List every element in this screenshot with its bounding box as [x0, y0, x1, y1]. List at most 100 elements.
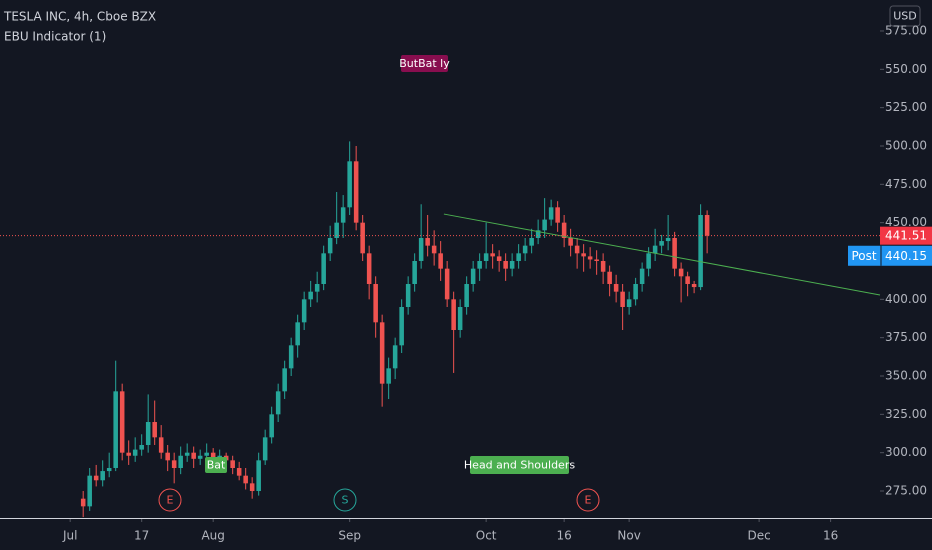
candle-body [295, 322, 300, 346]
candle-body [249, 483, 255, 492]
trendline [443, 213, 881, 296]
candle-body [152, 422, 157, 438]
candle-body [392, 345, 398, 369]
candle-body [438, 253, 443, 269]
pattern-label: Head and Shoulders [464, 459, 575, 472]
candle-body [542, 219, 547, 231]
candle-body [665, 237, 671, 242]
symbol-title: TESLA INC, 4h, Cboe BZX [3, 10, 156, 24]
y-tick-label: 375.00 [885, 330, 927, 344]
candle-body [672, 237, 677, 269]
x-tick-label: 17 [134, 529, 149, 543]
candle-body [646, 253, 651, 269]
candle-body [171, 460, 177, 469]
pattern-label: ButBat ly [399, 57, 450, 70]
candle-body [269, 414, 274, 438]
pattern-label-bg [401, 55, 448, 72]
earnings-event[interactable] [158, 488, 182, 512]
last-price-tag [880, 226, 932, 245]
candle-body [314, 283, 320, 292]
candle-body [373, 283, 378, 323]
event-letter[interactable]: E [585, 494, 592, 507]
candle-body [321, 253, 326, 284]
candle-body [379, 322, 385, 384]
candle-body [678, 268, 684, 277]
pattern-label-bg [470, 456, 569, 474]
candle-body [587, 256, 593, 260]
x-tick-label: Jul [62, 529, 77, 543]
candle-body [620, 291, 625, 307]
candle-body [418, 237, 424, 261]
earnings-event[interactable] [576, 488, 600, 512]
candle-body [470, 268, 476, 284]
x-tick-label: Sep [338, 529, 361, 543]
candle-body [178, 455, 183, 469]
candle-body [691, 283, 697, 288]
x-tick-label: Dec [747, 529, 770, 543]
x-tick-label: Oct [476, 529, 497, 543]
candle-body [457, 306, 463, 330]
candle-body [633, 283, 638, 300]
candle-body [555, 207, 560, 223]
candle-body [399, 306, 404, 346]
candle-body [119, 391, 125, 453]
candle-body [561, 222, 567, 238]
candle-body [243, 475, 248, 484]
candle-body [594, 259, 599, 261]
x-tick-label: 16 [823, 529, 838, 543]
candle-body [425, 237, 430, 246]
candle-body [386, 368, 391, 384]
candle-body [503, 260, 508, 269]
post-price-tag [848, 245, 932, 266]
split-event[interactable] [333, 488, 357, 512]
x-tick-label: Aug [201, 529, 224, 543]
candle-body [685, 276, 690, 284]
candle-body [444, 268, 450, 300]
candle-body [126, 452, 131, 456]
candle-body [464, 283, 469, 307]
candle-body [509, 260, 515, 269]
y-tick-label: 500.00 [885, 138, 927, 152]
candle-body [145, 422, 151, 446]
candle-body [613, 283, 619, 292]
candle-body [93, 475, 99, 481]
candle-body [347, 161, 352, 208]
candle-body [477, 260, 482, 269]
candle-body [165, 452, 170, 461]
currency-box[interactable] [889, 5, 921, 27]
candle-body [256, 460, 261, 492]
candle-body [405, 283, 411, 307]
candle-body [158, 437, 164, 453]
y-tick-label: 300.00 [885, 445, 927, 459]
candle-body [451, 299, 456, 330]
candle-body [106, 468, 112, 472]
candle-body [340, 207, 346, 223]
candle-body [288, 345, 294, 369]
candle-body [652, 245, 658, 254]
candle-body [431, 245, 437, 254]
candle-body [87, 475, 92, 507]
candle-body [132, 449, 138, 456]
candle-body [529, 237, 534, 246]
candle-body [100, 471, 105, 481]
last-price: 441.51 [885, 229, 927, 243]
candle-body [535, 230, 541, 238]
candle-body [704, 214, 710, 236]
candle-body [139, 445, 144, 450]
event-letter[interactable]: S [342, 494, 349, 507]
candle-body [496, 256, 502, 261]
event-letter[interactable]: E [167, 494, 174, 507]
candle-body [581, 253, 586, 257]
indicator-title: EBU Indicator (1) [4, 30, 106, 44]
candle-body [626, 299, 632, 307]
candle-body [353, 161, 359, 223]
candle-body [412, 260, 417, 284]
candle-body [301, 299, 307, 323]
candle-body [522, 245, 528, 254]
y-tick-label: 550.00 [885, 62, 927, 76]
currency[interactable]: USD [893, 10, 917, 23]
post-price: 440.15 [885, 249, 927, 263]
candle-body [490, 253, 495, 257]
candle-body [548, 207, 554, 220]
candle-body [217, 455, 222, 458]
